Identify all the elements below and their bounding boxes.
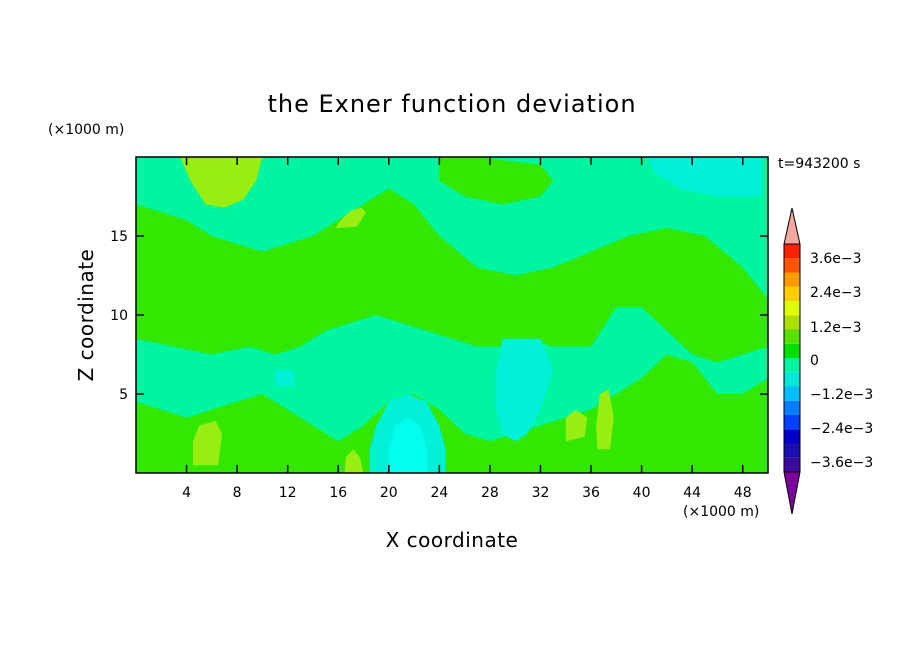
colorbar-labels: 3.6e−3 2.4e−3 1.2e−3 0 −1.2e−3 −2.4e−3 −3.6e−3 [810,251,873,471]
contour-region-12 [344,449,364,473]
x-tick-label: 36 [582,485,600,501]
colorbar-label: 0 [810,353,819,369]
contour-region-6 [388,417,427,473]
colorbar-cell [784,329,800,344]
x-tick-label: 8 [233,485,242,501]
colorbar-label: 2.4e−3 [810,285,862,301]
x-axis: 4 8 12 16 20 24 28 32 36 40 44 48 [182,157,752,501]
contour-region-9 [180,157,263,208]
y-unit-label: (×1000 m) [48,122,124,138]
y-tick-label: 10 [110,308,128,324]
colorbar-cell [784,443,800,458]
x-tick-label: 44 [683,485,701,501]
x-tick-label: 16 [329,485,347,501]
colorbar-bottom-arrow [783,471,801,515]
contour-region-1 [136,188,768,363]
y-tick-label: 15 [110,229,128,245]
x-tick-label: 4 [182,485,191,501]
contour-region-7 [647,157,762,197]
colorbar-cell [784,258,800,273]
colorbar-cell [784,415,800,430]
contour-region-3 [439,157,554,205]
colorbar-cell [784,457,800,472]
colorbar-cell [784,301,800,316]
colorbar-label: 1.2e−3 [810,320,862,336]
colorbar-cell [784,386,800,401]
contour-region-11 [192,420,222,466]
colorbar-cell [784,315,800,330]
x-tick-label: 40 [633,485,651,501]
x-tick-label: 48 [734,485,752,501]
x-tick-label: 32 [532,485,550,501]
colorbar-cell [784,429,800,444]
plot-area [135,156,769,474]
x-tick-label: 28 [481,485,499,501]
colorbar-cell [784,272,800,287]
x-unit-label: (×1000 m) [683,504,759,520]
y-tick-label: 5 [119,387,128,403]
contour-regions [136,157,768,473]
colorbar-cell [784,343,800,358]
colorbar-label: −2.4e−3 [810,421,873,437]
colorbar-cell [784,286,800,301]
x-tick-label: 12 [279,485,297,501]
contour-region-10 [335,207,366,229]
x-tick-label: 24 [430,485,448,501]
colorbar-top-arrow [783,207,801,245]
colorbar-cell [784,372,800,387]
contour-region-14 [596,389,614,450]
colorbar [783,207,801,515]
contour-region-4 [496,338,554,442]
x-axis-label: X coordinate [386,528,519,552]
colorbar-cell [784,244,800,259]
colorbar-label: −1.2e−3 [810,387,873,403]
colorbar-cell [784,400,800,415]
x-tick-label: 20 [380,485,398,501]
colorbar-cell [784,358,800,373]
colorbar-label: 3.6e−3 [810,251,862,267]
colorbar-label: −3.6e−3 [810,455,873,471]
contour-region-13 [565,409,588,442]
colorbar-frame [783,243,801,473]
y-axis-label: Z coordinate [74,249,98,382]
contour-region-8 [275,370,294,387]
chart-title: the Exner function deviation [267,90,636,118]
time-label: t=943200 s [778,156,860,172]
y-axis: 5 10 15 [110,229,768,403]
